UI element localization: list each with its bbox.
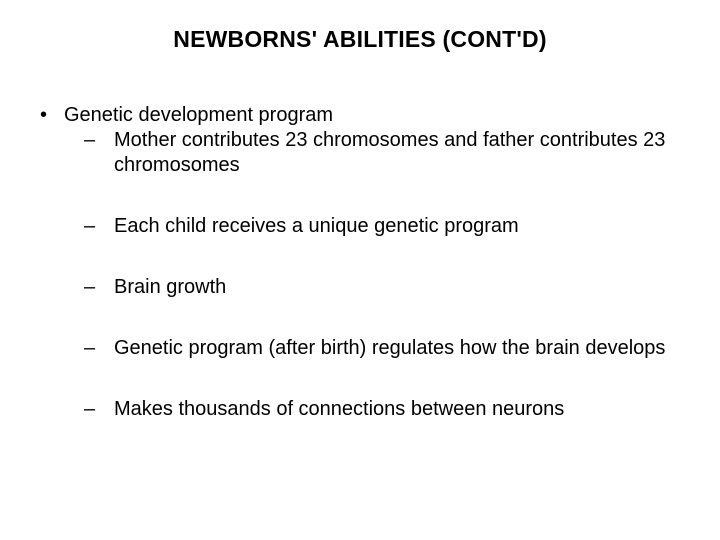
bullet-item: • Genetic development program – Mother c… xyxy=(36,103,684,422)
dash-marker: – xyxy=(84,336,114,361)
sub-text: Brain growth xyxy=(114,275,684,300)
dash-marker: – xyxy=(84,128,114,153)
dash-marker: – xyxy=(84,275,114,300)
sub-item: – Each child receives a unique genetic p… xyxy=(64,214,684,239)
sub-item: – Brain growth xyxy=(64,275,684,300)
dash-marker: – xyxy=(84,397,114,422)
sub-item: – Makes thousands of connections between… xyxy=(64,397,684,422)
slide-title: NEWBORNS' ABILITIES (CONT'D) xyxy=(36,26,684,53)
sub-item: – Mother contributes 23 chromosomes and … xyxy=(64,128,684,178)
sub-text: Genetic program (after birth) regulates … xyxy=(114,336,684,361)
bullet-marker: • xyxy=(36,103,64,128)
sub-text: Each child receives a unique genetic pro… xyxy=(114,214,684,239)
sub-item: – Genetic program (after birth) regulate… xyxy=(64,336,684,361)
slide: NEWBORNS' ABILITIES (CONT'D) • Genetic d… xyxy=(0,0,720,540)
sub-text: Mother contributes 23 chromosomes and fa… xyxy=(114,128,684,178)
dash-marker: – xyxy=(84,214,114,239)
bullet-text: Genetic development program xyxy=(64,103,684,128)
bullet-body: Genetic development program – Mother con… xyxy=(64,103,684,422)
sub-text: Makes thousands of connections between n… xyxy=(114,397,684,422)
